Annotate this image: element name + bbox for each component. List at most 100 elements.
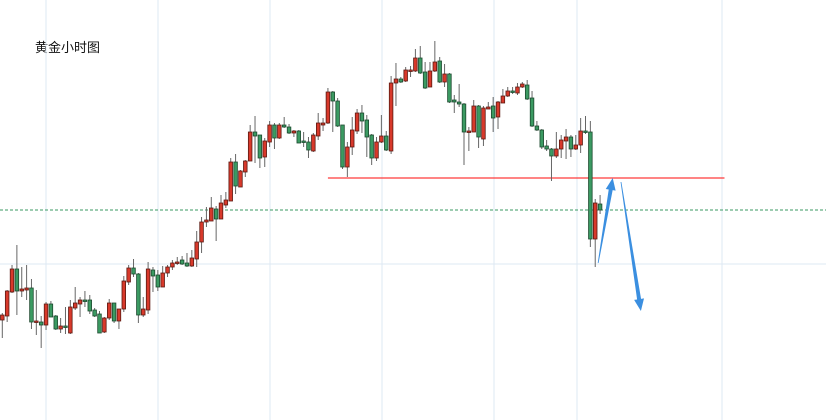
candle-down xyxy=(384,135,389,151)
candle-up xyxy=(223,199,229,206)
candle-up xyxy=(102,317,107,333)
candle-down xyxy=(272,124,277,139)
candle-up xyxy=(160,272,165,288)
candle-up xyxy=(325,91,331,124)
candle-down xyxy=(447,73,452,103)
candle-up xyxy=(34,320,39,323)
candle-up xyxy=(481,107,486,140)
candle-up xyxy=(495,101,501,118)
candle-down xyxy=(252,131,258,137)
arrow-up xyxy=(597,178,616,264)
candle-down xyxy=(330,91,335,102)
candle-down xyxy=(437,60,442,83)
candle-up xyxy=(43,303,49,326)
candle-down xyxy=(48,303,54,318)
candle-up xyxy=(486,106,491,110)
candle-up xyxy=(500,95,506,104)
candle-down xyxy=(422,71,428,89)
candle-up xyxy=(107,302,112,319)
candle-up xyxy=(175,261,180,264)
candle-up xyxy=(432,61,438,72)
candle-down xyxy=(29,287,34,323)
candle-up xyxy=(238,170,243,188)
candle-up xyxy=(228,161,233,202)
candle-up xyxy=(199,221,204,243)
price-levels xyxy=(0,177,826,211)
candle-up xyxy=(563,136,569,142)
candle-up xyxy=(243,160,248,173)
candle-up xyxy=(121,280,126,310)
candle-down xyxy=(534,125,540,131)
candle-down xyxy=(92,309,97,317)
candle-down xyxy=(286,126,292,134)
candle-up xyxy=(442,73,447,83)
candle-down xyxy=(281,124,287,128)
candle-up xyxy=(393,78,399,84)
candle-down xyxy=(452,99,457,103)
candle-up xyxy=(345,146,350,168)
candle-up xyxy=(141,308,146,316)
candle-up xyxy=(24,287,29,291)
candle-down xyxy=(306,141,311,151)
candle-up xyxy=(311,134,316,152)
candle-down xyxy=(398,78,404,83)
candle-up xyxy=(505,90,510,97)
candle-down xyxy=(340,124,345,168)
candle-up xyxy=(573,144,578,150)
candle-down xyxy=(490,105,496,119)
candle-up xyxy=(19,288,24,292)
candle-down xyxy=(597,203,603,211)
candle-up xyxy=(58,325,63,330)
candle-down xyxy=(529,97,535,127)
candle-up xyxy=(77,299,83,305)
candle-down xyxy=(476,105,481,138)
candle-up xyxy=(209,207,214,222)
candle-up xyxy=(374,141,379,159)
candle-up xyxy=(471,105,476,133)
candle-down xyxy=(369,134,374,159)
candle-up xyxy=(554,148,559,157)
candle-down xyxy=(524,84,530,100)
candle-up xyxy=(520,83,525,88)
chart-title: 黄金小时图 xyxy=(35,41,101,56)
candle-up xyxy=(593,202,598,240)
candle-down xyxy=(257,134,263,159)
candle-up xyxy=(403,69,408,82)
candle-down xyxy=(296,130,301,144)
candle-up xyxy=(262,140,267,158)
candle-down xyxy=(364,119,369,138)
candle-up xyxy=(68,306,73,334)
candle-down xyxy=(544,145,549,150)
candle-up xyxy=(388,82,394,152)
candle-down xyxy=(155,274,161,288)
candle-up xyxy=(0,314,5,321)
candle-up xyxy=(73,302,78,309)
candle-down xyxy=(82,299,88,302)
candle-up xyxy=(145,268,151,311)
candle-up xyxy=(218,202,224,220)
candle-up xyxy=(413,57,418,72)
candle-up xyxy=(9,268,15,293)
candle-down xyxy=(150,269,156,277)
candle-up xyxy=(170,262,175,268)
candle-down xyxy=(38,321,44,326)
candle-down xyxy=(179,259,185,265)
annotation-arrows xyxy=(597,178,645,311)
candle-up xyxy=(408,69,413,72)
candle-down xyxy=(111,302,117,322)
candle-up xyxy=(291,130,297,134)
candle-down xyxy=(456,101,462,105)
candle-up xyxy=(320,122,326,126)
candle-up xyxy=(247,131,253,162)
candle-up xyxy=(354,112,360,132)
candle-up xyxy=(515,86,520,94)
candle-up xyxy=(4,290,10,317)
candle-down xyxy=(14,268,20,292)
candle-down xyxy=(184,262,190,267)
candle-down xyxy=(568,136,574,150)
candle-down xyxy=(549,148,554,157)
candle-down xyxy=(583,130,588,133)
candle-down xyxy=(131,267,136,275)
candle-down xyxy=(87,299,92,312)
